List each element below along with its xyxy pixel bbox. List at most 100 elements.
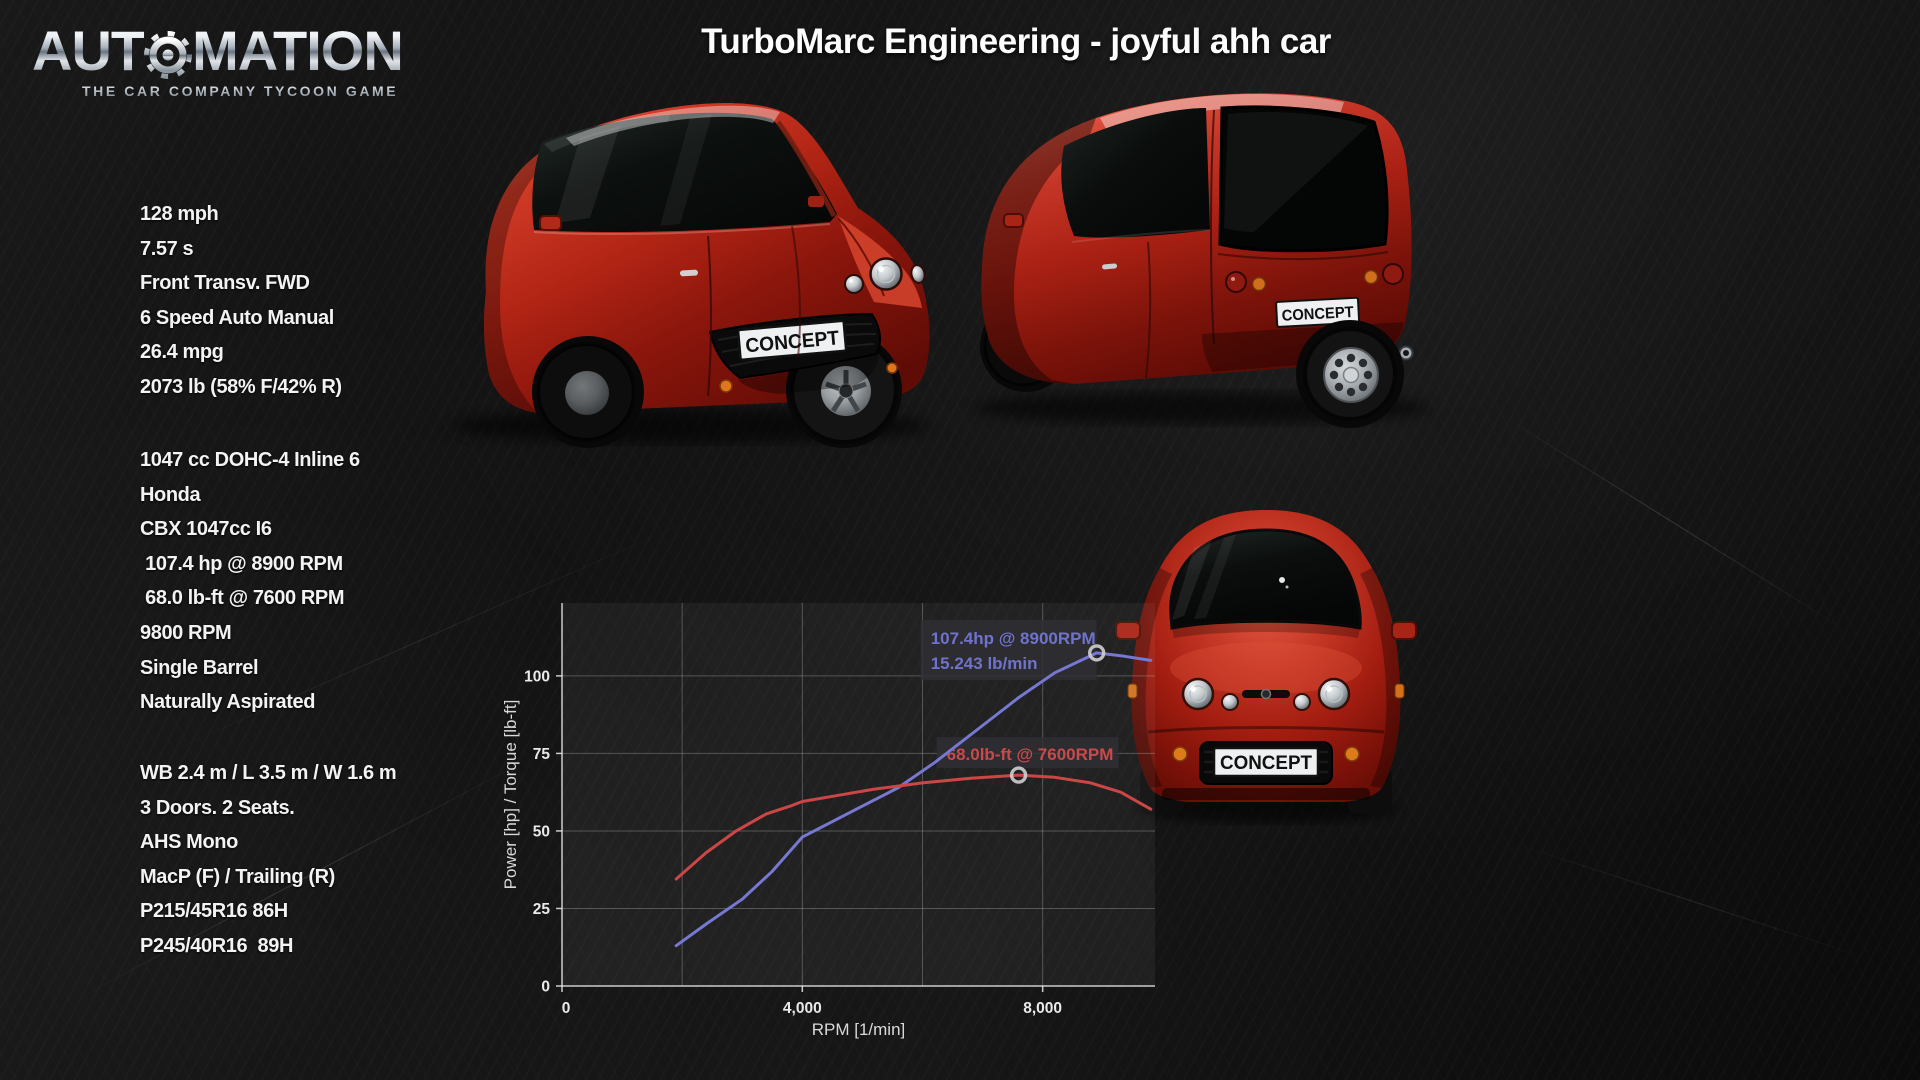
x-axis-label: RPM [1/min] <box>812 1020 906 1039</box>
glass-top-light <box>544 114 670 152</box>
side-mirror <box>1003 213 1024 228</box>
rear-window-reflection <box>1224 111 1368 232</box>
spec-line: Front Transv. FWD <box>140 272 310 295</box>
y-tick-label: 75 <box>533 746 551 763</box>
y-tick-label: 50 <box>533 823 550 840</box>
inner-headlight-icon <box>1293 693 1311 711</box>
spec-line: 9800 RPM <box>140 621 232 644</box>
door-handle <box>1102 263 1118 270</box>
windshield <box>1169 528 1362 630</box>
power-peak-annotation: 107.4hp @ 8900RPM 15.243 lb/min <box>920 619 1097 680</box>
roof-shine <box>1100 94 1344 132</box>
x-tick-label: 4,000 <box>783 1000 822 1017</box>
torque-peak-annotation: 68.0lb-ft @ 7600RPM <box>936 737 1119 769</box>
headlight-icon <box>1317 677 1351 711</box>
car-render-front: CONCEPT <box>1115 510 1417 823</box>
spec-line: 7.57 s <box>140 237 194 260</box>
x-tick-label: 0 <box>562 1000 571 1017</box>
inner-headlight-icon <box>844 274 864 294</box>
car-render-front-quarter: CONCEPT <box>452 102 930 448</box>
hood-highlight <box>1170 642 1362 694</box>
license-plate: CONCEPT <box>1275 296 1361 328</box>
bumper-shade <box>738 354 879 394</box>
door-seam <box>1145 241 1152 379</box>
shoulder-shine <box>1071 229 1211 243</box>
hatch-seam <box>1210 109 1215 345</box>
glass-reflection <box>660 114 712 226</box>
scratch-line <box>1491 408 1849 633</box>
rear-hub <box>1342 366 1360 384</box>
logo-tagline: THE CAR COMPANY TYCOON GAME <box>32 83 403 99</box>
rear-window <box>1218 105 1389 253</box>
taillight-glint <box>1231 277 1235 281</box>
rear-shading <box>483 135 572 413</box>
spec-line: P245/40R16 89H <box>140 934 294 957</box>
glass-glint <box>1285 585 1289 589</box>
indicator-icon <box>1363 269 1379 285</box>
spec-line: Naturally Aspirated <box>140 691 316 714</box>
door-handle <box>680 269 698 277</box>
y-tick-label: 100 <box>524 668 550 685</box>
rear-wheel-shade <box>538 344 634 440</box>
peak-marker <box>1009 766 1028 784</box>
spec-line: CBX 1047cc I6 <box>140 518 272 541</box>
scratch-line <box>1509 841 1871 960</box>
left-edge-shade <box>1131 568 1172 788</box>
indicator-icon <box>1172 746 1188 762</box>
spec-line: 1047 cc DOHC-4 Inline 6 <box>140 449 360 471</box>
page-title: TurboMarc Engineering - joyful ahh car <box>701 22 1331 61</box>
rim-slots <box>1329 353 1373 397</box>
spec-line: AHS Mono <box>140 831 238 854</box>
emblem-icon <box>1260 688 1272 700</box>
side-mirror <box>1391 621 1417 640</box>
x-tick-label: 8,000 <box>1023 1000 1062 1017</box>
rear-rim <box>565 371 609 415</box>
svg-text:CONCEPT: CONCEPT <box>1281 304 1354 325</box>
taillight-icon <box>1382 263 1404 285</box>
spec-line: 3 Doors. 2 Seats. <box>140 796 295 819</box>
chart-canvas: 0 4,000 8,000 0 25 50 75 100 RPM [1/min] Power [h… <box>501 603 1155 1039</box>
bumper-crease <box>1147 726 1385 734</box>
belt-line <box>533 223 831 236</box>
side-mirror <box>1115 621 1141 640</box>
spec-line: 68.0 lb-ft @ 7600 RPM <box>140 587 345 610</box>
glass-reflection <box>1194 534 1236 619</box>
roof-shine <box>566 105 780 146</box>
series-line-1 <box>674 773 1153 881</box>
headlight-ring <box>876 264 896 284</box>
side-mirror <box>539 215 562 231</box>
license-plate: CONCEPT <box>1212 746 1320 778</box>
peak-marker <box>1088 644 1106 662</box>
headlight-icon <box>1181 677 1215 711</box>
door-seam <box>707 235 712 397</box>
cowl-shade <box>1172 621 1360 638</box>
spec-line: 6 Speed Auto Manual <box>140 306 334 329</box>
spec-line: 26.4 mpg <box>140 341 224 364</box>
headlight-glint <box>1190 686 1196 692</box>
taillight-icon <box>1225 271 1247 293</box>
y-tick-label: 25 <box>533 901 551 918</box>
spec-line: WB 2.4 m / L 3.5 m / W 1.6 m <box>140 762 397 784</box>
front-shading <box>981 118 1096 384</box>
a-pillar <box>775 120 837 218</box>
power-torque-chart: 0 4,000 8,000 0 25 50 75 100 RPM [1/min] Power [h… <box>420 575 1180 1055</box>
spec-line: P215/45R16 86H <box>140 900 288 923</box>
automation-logo: AUT MATION THE CAR COMPANY TYCOON GAME <box>32 18 404 99</box>
far-headlight-icon <box>910 264 926 284</box>
spec-line: Single Barrel <box>140 656 259 679</box>
bumper-bottom-shade <box>1162 788 1370 800</box>
svg-text:107.4hp @ 8900RPM: 107.4hp @ 8900RPM <box>931 629 1096 648</box>
y-axis-label: Power [hp] / Torque [lb-ft] <box>501 700 520 890</box>
gear-icon <box>144 30 193 79</box>
headlight-glint <box>849 279 853 283</box>
svg-text:15.243 lb/min: 15.243 lb/min <box>931 654 1038 673</box>
logo-text-end: MATION <box>192 19 404 82</box>
glass-reflection <box>555 126 620 223</box>
spec-group-engine: 1047 cc DOHC-4 Inline 6 Honda CBX 1047cc I… <box>140 443 360 720</box>
door-seam <box>791 225 801 359</box>
window-band <box>532 112 837 233</box>
indicator-icon <box>1251 276 1267 292</box>
y-tick-label: 0 <box>541 979 550 996</box>
spec-line: MacP (F) / Trailing (R) <box>140 865 335 888</box>
